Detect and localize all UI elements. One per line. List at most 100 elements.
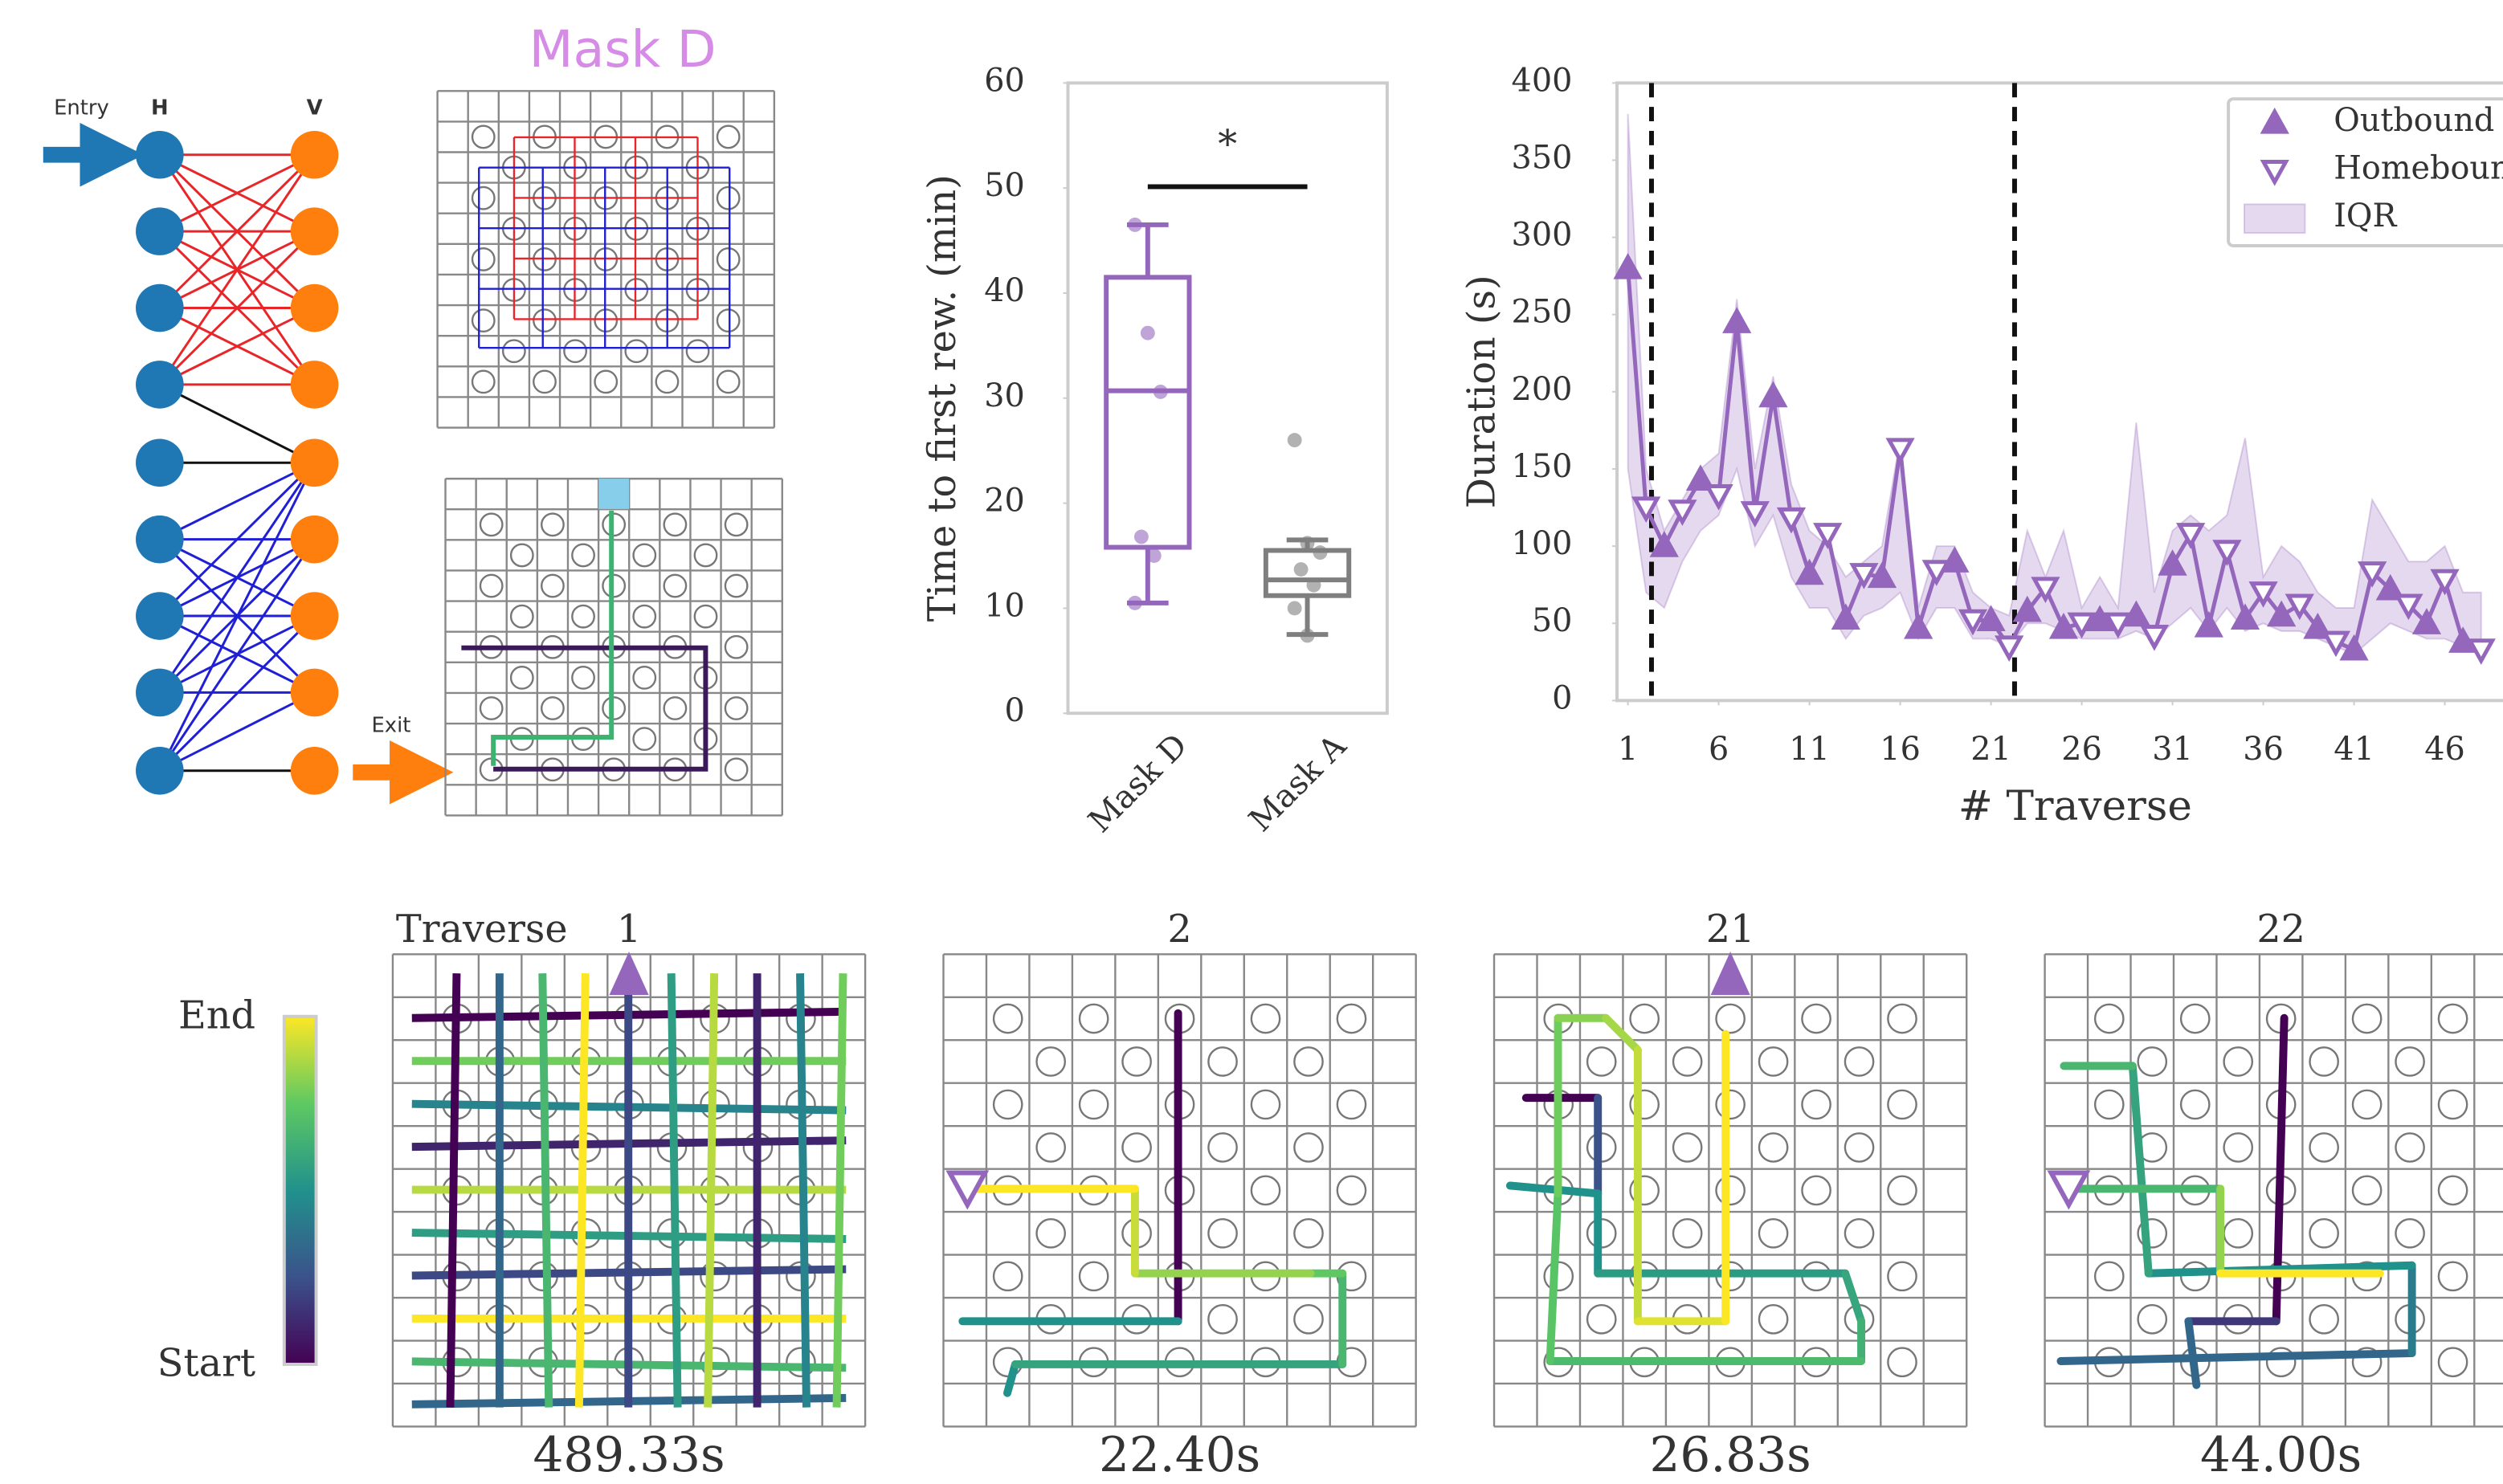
maze-reward: [992, 1003, 1023, 1034]
data-marker: [1685, 464, 1716, 491]
maze-reward: [2137, 1218, 2168, 1249]
trajectory: [2056, 1349, 2416, 1365]
trace-line: [2152, 564, 2174, 637]
trajectory: [1545, 1189, 1562, 1365]
maze-reward: [1758, 1132, 1789, 1163]
maze-reward: [1801, 1175, 1831, 1206]
maze-reward: [471, 369, 496, 394]
maze-reward: [2179, 1003, 2211, 1034]
maze-reward: [1207, 1218, 1238, 1249]
data-point: [1128, 595, 1142, 610]
maze-reward: [716, 124, 741, 149]
v-node: [290, 592, 339, 640]
y-axis-label: Time to first rew. (min): [921, 174, 965, 622]
panel-number: 22: [2256, 907, 2305, 952]
maze-reward: [1715, 1089, 1746, 1120]
x-tick-label: 41: [2334, 731, 2374, 768]
maze-reward: [1207, 1132, 1238, 1163]
maze-reward: [571, 665, 595, 690]
x-tick-label: 6: [1709, 731, 1729, 768]
traverse-label: Traverse: [396, 907, 568, 952]
route: [491, 510, 615, 766]
maze-reward: [541, 512, 565, 537]
data-marker: [2158, 549, 2187, 576]
maze-reward: [1250, 1175, 1281, 1206]
trajectory: [704, 973, 719, 1408]
maze-reward: [1250, 1089, 1281, 1120]
edge: [158, 462, 316, 772]
edge: [158, 153, 316, 309]
maze-reward: [716, 369, 741, 394]
v-node: [290, 746, 339, 795]
x-tick-label: 36: [2243, 731, 2284, 768]
maze-reward: [663, 573, 688, 598]
maze-reward: [2437, 1261, 2468, 1292]
x-tick-label: 46: [2424, 731, 2465, 768]
maze-reward: [1293, 1046, 1324, 1077]
maze-reward: [1887, 1089, 1917, 1120]
trace-line: [1626, 267, 1648, 508]
maze-reward: [663, 512, 688, 537]
data-marker: [2012, 595, 2042, 622]
trace-line: [1753, 396, 1775, 513]
maze-reward: [2437, 1089, 2468, 1120]
plot-frame: [1066, 81, 1389, 716]
maze-reward: [1336, 1003, 1367, 1034]
maze-reward: [509, 604, 534, 629]
exit-cell: [598, 479, 630, 509]
x-tick-label: Mask D: [1081, 727, 1194, 840]
y-tick-label: 350: [1512, 139, 1573, 176]
maze-reward: [479, 573, 504, 598]
y-tick-label: 50: [1532, 602, 1573, 639]
edge: [158, 462, 316, 694]
v-node: [290, 668, 339, 717]
trace-line: [2443, 579, 2465, 642]
h-node: [136, 668, 184, 717]
trajectory: [1003, 1360, 1019, 1397]
data-marker: [1740, 501, 1770, 528]
data-point: [1306, 577, 1321, 593]
trajectory: [446, 973, 461, 1408]
traverse-marker: [1710, 952, 1750, 995]
y-tick-label: 150: [1512, 448, 1573, 485]
trajectory: [1602, 1013, 1642, 1054]
mask-title: Mask D: [529, 19, 717, 79]
maze-reward: [2223, 1132, 2254, 1163]
maze-reward: [2093, 1089, 2125, 1120]
data-marker: [1904, 612, 1933, 639]
x-tick-label: 21: [1970, 731, 2011, 768]
maze-reward: [1887, 1003, 1917, 1034]
maze-reward: [1293, 1132, 1324, 1163]
maze-reward: [2309, 1218, 2339, 1249]
panel-number: 2: [1167, 907, 1191, 952]
y-tick-label: 10: [984, 587, 1025, 624]
h-node: [136, 746, 184, 795]
data-marker: [1649, 531, 1679, 557]
h-node: [136, 592, 184, 640]
maze-reward: [2437, 1003, 2468, 1034]
data-marker: [2394, 593, 2423, 621]
edge: [158, 614, 316, 772]
maze-reward: [2223, 1046, 2254, 1077]
edge: [159, 307, 316, 386]
y-tick-label: 100: [1512, 525, 1573, 562]
maze-reward: [624, 278, 649, 302]
traverse-marker: [2047, 1170, 2091, 1210]
data-marker: [2031, 577, 2060, 604]
maze-reward: [1672, 1046, 1703, 1077]
v-label: V: [307, 96, 323, 120]
maze: [1492, 953, 1968, 1428]
y-tick-label: 60: [984, 62, 1025, 99]
data-marker: [1849, 563, 1879, 589]
data-marker: [1813, 523, 1843, 549]
trajectory: [2128, 1062, 2153, 1278]
maze-reward: [716, 186, 741, 210]
x-tick-label: 11: [1789, 731, 1830, 768]
edge: [159, 461, 316, 540]
maze-reward: [1035, 1132, 1067, 1163]
maze-reward: [2351, 1347, 2383, 1378]
maze-reward: [724, 573, 749, 598]
maze-reward: [1629, 1089, 1660, 1120]
maze-reward: [2093, 1261, 2125, 1292]
